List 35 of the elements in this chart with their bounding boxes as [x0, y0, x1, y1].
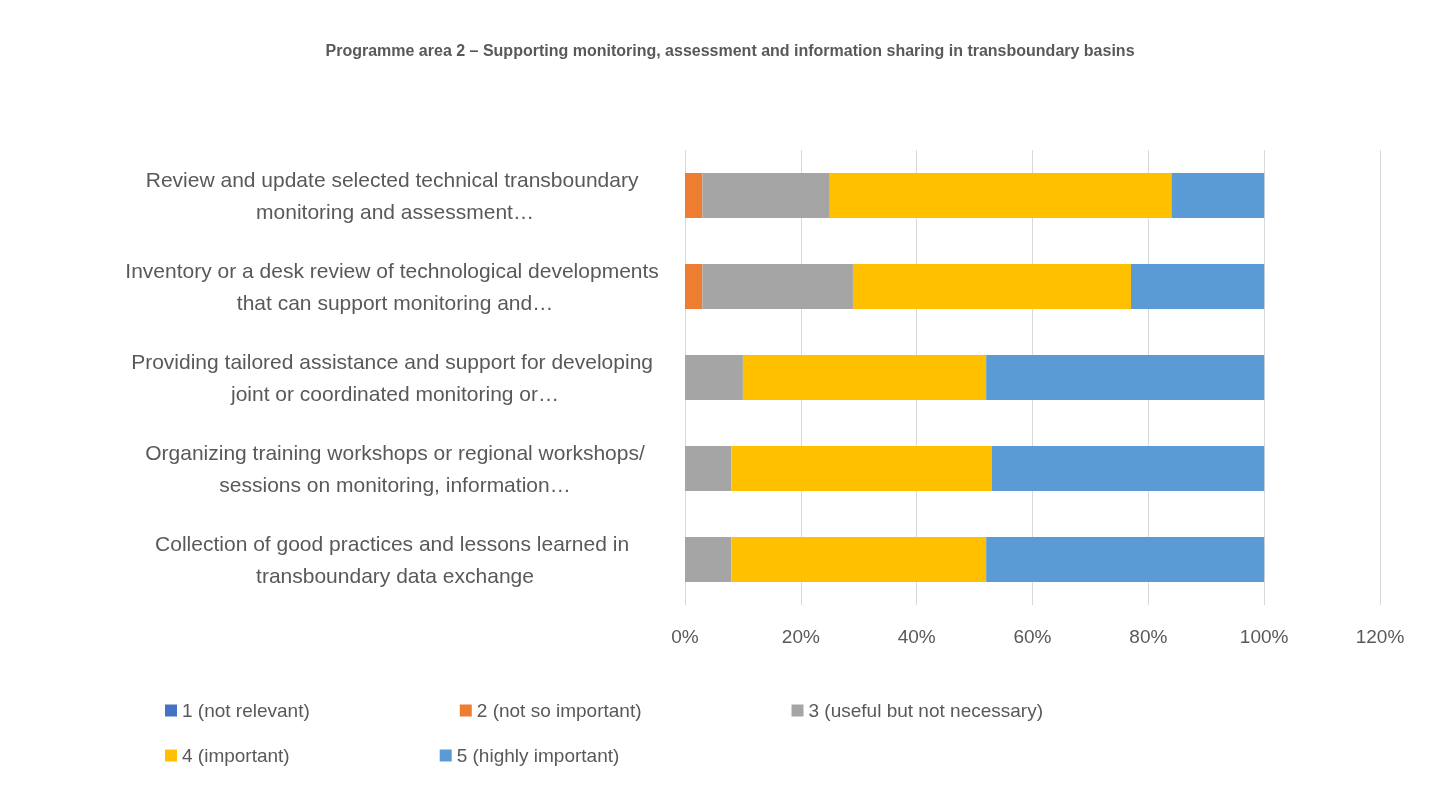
x-tick-label: 0% [671, 626, 699, 647]
bar [829, 173, 1172, 218]
bar [731, 537, 987, 582]
bar [685, 264, 703, 309]
y-tick-label: Inventory or a desk review of technological developments that can support monitoring and… [125, 259, 665, 314]
bar [986, 355, 1265, 400]
bar [702, 264, 853, 309]
bar [685, 446, 732, 491]
bar [685, 537, 732, 582]
x-tick-label: 80% [1129, 626, 1168, 647]
bar [852, 264, 1131, 309]
bar [1171, 173, 1265, 218]
x-tick-label: 120% [1355, 626, 1405, 647]
legend-label: 1 (not relevant) [182, 700, 310, 721]
legend-label: 2 (not so important) [476, 700, 642, 721]
bar [742, 355, 987, 400]
bar [731, 446, 992, 491]
chart-title: Programme area 2 – Supporting monitoring, assessment and information sharing in transboundary basins [325, 41, 1135, 59]
legend-label: 4 (important) [182, 745, 290, 766]
bar [986, 537, 1265, 582]
y-tick-label: Providing tailored assistance and support for developing joint or coordinated monitoring or… [131, 350, 659, 405]
y-tick-label: Organizing training workshops or regional workshops/sessions on monitoring, information… [145, 441, 645, 496]
bar [991, 446, 1265, 491]
legend-label: 5 (highly important) [456, 745, 620, 766]
legend-label: 3 (useful but not necessary) [808, 700, 1043, 721]
x-tick-label: 20% [781, 626, 820, 647]
bar [685, 355, 743, 400]
y-tick-label: Review and update selected technical transboundary monitoring and assessment… [145, 168, 645, 223]
x-tick-label: 60% [1013, 626, 1052, 647]
x-tick-label: 100% [1239, 626, 1289, 647]
bar [1130, 264, 1265, 309]
x-tick-label: 40% [897, 626, 936, 647]
bar [685, 173, 703, 218]
y-tick-label: Collection of good practices and lessons learned in transboundary data exchange [155, 532, 635, 587]
bar [702, 173, 830, 218]
